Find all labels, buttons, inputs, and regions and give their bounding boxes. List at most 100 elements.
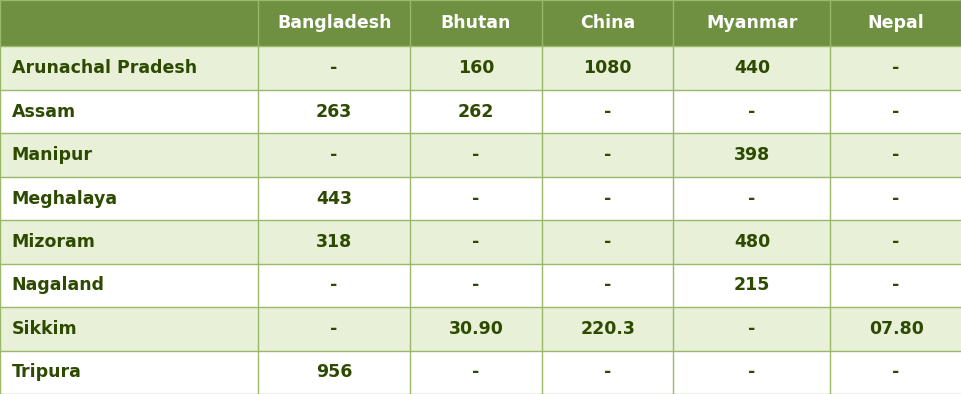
Text: -: -	[604, 277, 610, 294]
Bar	[0, 177, 258, 220]
Text: -: -	[748, 103, 754, 121]
Bar	[0, 90, 258, 133]
Text: -: -	[892, 363, 899, 381]
Text: China: China	[579, 14, 634, 32]
Text: 956: 956	[315, 363, 352, 381]
Text: -: -	[748, 190, 754, 208]
Bar	[409, 220, 541, 264]
Bar	[258, 264, 409, 307]
Text: 443: 443	[316, 190, 352, 208]
Text: 07.80: 07.80	[868, 320, 923, 338]
Text: Mizoram: Mizoram	[12, 233, 95, 251]
Text: -: -	[892, 59, 899, 77]
Bar	[258, 351, 409, 394]
Bar	[829, 90, 961, 133]
Bar	[673, 351, 829, 394]
Bar	[258, 220, 409, 264]
Text: 262: 262	[457, 103, 494, 121]
Bar	[409, 90, 541, 133]
Text: -: -	[472, 277, 480, 294]
Text: -: -	[748, 363, 754, 381]
Text: -: -	[748, 320, 754, 338]
Text: -: -	[892, 146, 899, 164]
Bar	[541, 134, 673, 177]
Text: -: -	[472, 190, 480, 208]
Text: -: -	[472, 363, 480, 381]
Text: Bangladesh: Bangladesh	[277, 14, 391, 32]
Bar	[829, 264, 961, 307]
Bar	[258, 177, 409, 220]
Bar	[541, 307, 673, 351]
Bar	[673, 264, 829, 307]
Text: 480: 480	[733, 233, 769, 251]
Bar	[0, 46, 258, 90]
Text: Sikkim: Sikkim	[12, 320, 77, 338]
Text: 160: 160	[457, 59, 494, 77]
Bar	[829, 46, 961, 90]
Text: -: -	[604, 190, 610, 208]
Text: -: -	[604, 103, 610, 121]
Text: Nagaland: Nagaland	[12, 277, 105, 294]
Bar	[673, 177, 829, 220]
Bar	[541, 46, 673, 90]
Text: -: -	[472, 233, 480, 251]
Bar	[0, 0, 258, 46]
Text: -: -	[892, 277, 899, 294]
Text: -: -	[892, 233, 899, 251]
Bar	[409, 177, 541, 220]
Bar	[829, 0, 961, 46]
Bar	[829, 351, 961, 394]
Bar	[0, 307, 258, 351]
Text: Nepal: Nepal	[867, 14, 924, 32]
Text: Assam: Assam	[12, 103, 76, 121]
Text: -: -	[604, 363, 610, 381]
Bar	[673, 90, 829, 133]
Bar	[409, 264, 541, 307]
Bar	[0, 134, 258, 177]
Bar	[258, 134, 409, 177]
Bar	[541, 0, 673, 46]
Bar	[673, 46, 829, 90]
Bar	[541, 220, 673, 264]
Text: 263: 263	[316, 103, 352, 121]
Text: Myanmar: Myanmar	[705, 14, 797, 32]
Bar	[258, 0, 409, 46]
Bar	[409, 134, 541, 177]
Text: Manipur: Manipur	[12, 146, 92, 164]
Text: Arunachal Pradesh: Arunachal Pradesh	[12, 59, 196, 77]
Text: 398: 398	[733, 146, 769, 164]
Text: Tripura: Tripura	[12, 363, 82, 381]
Text: 440: 440	[733, 59, 769, 77]
Bar	[409, 46, 541, 90]
Text: -: -	[331, 320, 337, 338]
Text: -: -	[472, 146, 480, 164]
Bar	[541, 177, 673, 220]
Bar	[409, 307, 541, 351]
Bar	[541, 264, 673, 307]
Bar	[673, 0, 829, 46]
Bar	[258, 90, 409, 133]
Text: -: -	[331, 146, 337, 164]
Bar	[673, 134, 829, 177]
Bar	[541, 351, 673, 394]
Bar	[541, 90, 673, 133]
Bar	[409, 351, 541, 394]
Bar	[258, 307, 409, 351]
Bar	[829, 307, 961, 351]
Text: -: -	[331, 59, 337, 77]
Text: -: -	[892, 103, 899, 121]
Text: 215: 215	[733, 277, 769, 294]
Text: 318: 318	[316, 233, 352, 251]
Bar	[673, 220, 829, 264]
Bar	[829, 134, 961, 177]
Text: -: -	[331, 277, 337, 294]
Text: -: -	[892, 190, 899, 208]
Text: 30.90: 30.90	[448, 320, 503, 338]
Bar	[0, 351, 258, 394]
Bar	[673, 307, 829, 351]
Text: Bhutan: Bhutan	[440, 14, 510, 32]
Bar	[829, 177, 961, 220]
Text: 220.3: 220.3	[579, 320, 634, 338]
Text: 1080: 1080	[582, 59, 631, 77]
Text: -: -	[604, 233, 610, 251]
